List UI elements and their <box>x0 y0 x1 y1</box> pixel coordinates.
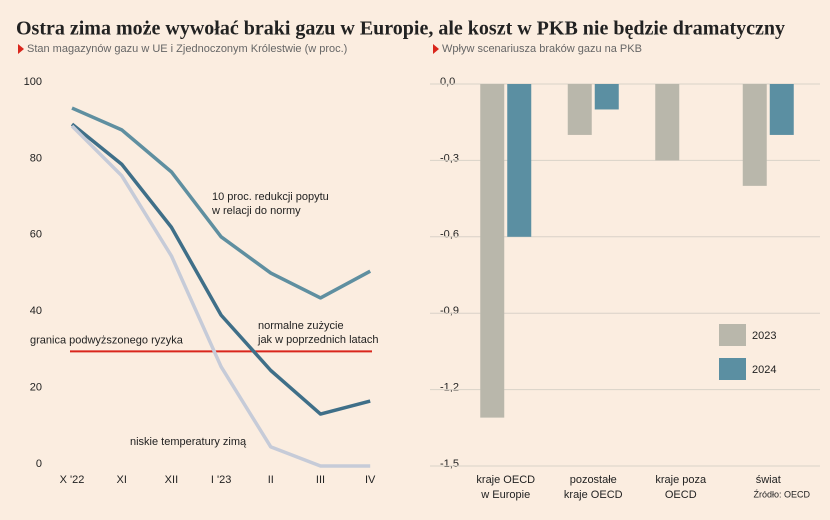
bar <box>594 84 619 110</box>
x-tick-label: IV <box>365 474 376 486</box>
bar <box>567 84 592 135</box>
x-tick-label: pozostałe <box>570 474 617 486</box>
marker <box>18 44 24 54</box>
x-tick-label: OECD <box>665 489 697 501</box>
y-tick-label: 80 <box>30 152 42 164</box>
y-tick-label: 40 <box>30 305 42 317</box>
bar <box>480 84 505 418</box>
line <box>70 122 371 416</box>
threshold-label: granica podwyższonego ryzyka <box>30 334 184 346</box>
y-tick-label: -1,5 <box>440 458 459 470</box>
legend-swatch <box>719 358 746 380</box>
line-label: normalne zużycie <box>258 320 344 332</box>
source: Źródło: OECD <box>753 489 810 499</box>
x-tick-label: kraje poza <box>655 474 707 486</box>
subtitle: Wpływ scenariusza braków gazu na PKB <box>442 43 642 55</box>
bar <box>655 84 680 161</box>
y-tick-label: 0 <box>36 458 42 470</box>
y-tick-label: 0,0 <box>440 76 455 88</box>
x-tick-label: III <box>316 474 325 486</box>
x-tick-label: kraje OECD <box>564 489 623 501</box>
y-tick-label: -0,3 <box>440 152 459 164</box>
bar <box>769 84 794 135</box>
chart-title: Ostra zima może wywołać braki gazu w Eur… <box>16 18 785 40</box>
marker <box>433 44 439 54</box>
x-tick-label: II <box>268 474 274 486</box>
bar <box>507 84 532 237</box>
line <box>71 106 372 300</box>
x-tick-label: X '22 <box>60 474 85 486</box>
legend-label: 2023 <box>752 330 776 342</box>
x-tick-label: świat <box>756 474 781 486</box>
subtitle: Stan magazynów gazu w UE i Zjednoczonym … <box>27 43 347 55</box>
bar <box>742 84 767 186</box>
line-label: jak w poprzednich latach <box>257 334 378 346</box>
y-tick-label: 20 <box>30 382 42 394</box>
y-tick-label: -0,6 <box>440 229 459 241</box>
x-tick-label: I '23 <box>211 474 231 486</box>
line-label: niskie temperatury zimą <box>130 436 247 448</box>
y-tick-label: 60 <box>30 229 42 241</box>
legend-label: 2024 <box>752 364 776 376</box>
x-tick-label: w Europie <box>480 489 530 501</box>
y-tick-label: 100 <box>24 76 42 88</box>
legend-swatch <box>719 324 746 346</box>
x-tick-label: kraje OECD <box>476 474 535 486</box>
y-tick-label: -1,2 <box>440 382 459 394</box>
x-tick-label: XI <box>116 474 126 486</box>
y-tick-label: -0,9 <box>440 305 459 317</box>
line-label: 10 proc. redukcji popytu <box>212 191 329 203</box>
line-label: w relacji do normy <box>211 205 301 217</box>
x-tick-label: XII <box>165 474 178 486</box>
line <box>70 124 371 468</box>
